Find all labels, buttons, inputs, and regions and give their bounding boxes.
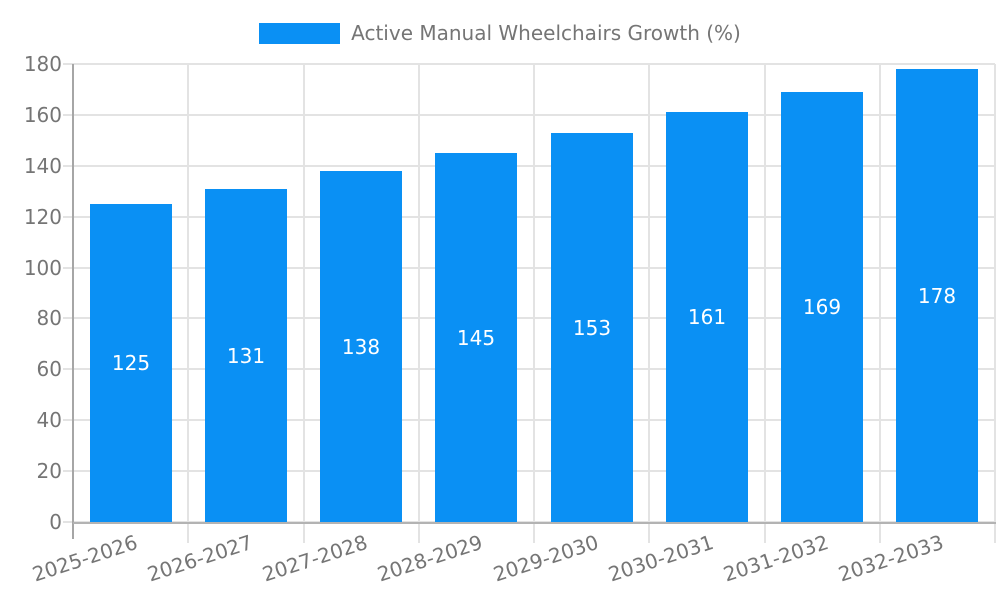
y-tick-label: 140 <box>23 154 62 178</box>
x-tick-label: 2028-2029 <box>374 530 486 587</box>
x-tick-label: 2029-2030 <box>490 530 602 587</box>
y-tick-label: 40 <box>36 408 62 432</box>
bar-value-label: 125 <box>111 351 151 375</box>
v-gridline <box>994 64 996 543</box>
y-tick-label: 0 <box>49 510 62 534</box>
y-tick-label: 20 <box>36 459 62 483</box>
bar-value-label: 161 <box>687 305 727 329</box>
y-tick-label: 100 <box>23 256 62 280</box>
bar <box>551 133 633 522</box>
y-tick-label: 60 <box>36 357 62 381</box>
legend: Active Manual Wheelchairs Growth (%) <box>0 19 1000 47</box>
v-gridline <box>533 64 535 543</box>
v-gridline <box>303 64 305 543</box>
y-tick-label: 160 <box>23 103 62 127</box>
bar <box>781 92 863 522</box>
v-gridline <box>187 64 189 543</box>
bar-value-label: 138 <box>341 335 381 359</box>
v-gridline <box>879 64 881 543</box>
bar <box>205 189 287 522</box>
x-axis-line <box>73 522 996 524</box>
bar <box>896 69 978 522</box>
bar-value-label: 145 <box>456 326 496 350</box>
y-axis-line <box>72 64 74 539</box>
bar-value-label: 153 <box>572 316 612 340</box>
x-tick-label: 2026-2027 <box>144 530 256 587</box>
x-tick-label: 2032-2033 <box>835 530 947 587</box>
bar <box>90 204 172 522</box>
v-gridline <box>648 64 650 543</box>
legend-label: Active Manual Wheelchairs Growth (%) <box>351 21 741 45</box>
bar-value-label: 178 <box>917 284 957 308</box>
bar <box>666 112 748 522</box>
bar-value-label: 131 <box>226 344 266 368</box>
x-tick-label: 2030-2031 <box>605 530 717 587</box>
v-gridline <box>764 64 766 543</box>
v-gridline <box>418 64 420 543</box>
y-tick-label: 120 <box>23 205 62 229</box>
y-tick-label: 80 <box>36 306 62 330</box>
x-tick-label: 2025-2026 <box>29 530 141 587</box>
x-tick-label: 2031-2032 <box>720 530 832 587</box>
legend-swatch-icon <box>259 22 341 44</box>
x-tick-label: 2027-2028 <box>259 530 371 587</box>
bar <box>320 171 402 522</box>
h-gridline <box>63 63 995 65</box>
bar-value-label: 169 <box>802 295 842 319</box>
bar <box>435 153 517 522</box>
y-tick-label: 180 <box>23 52 62 76</box>
